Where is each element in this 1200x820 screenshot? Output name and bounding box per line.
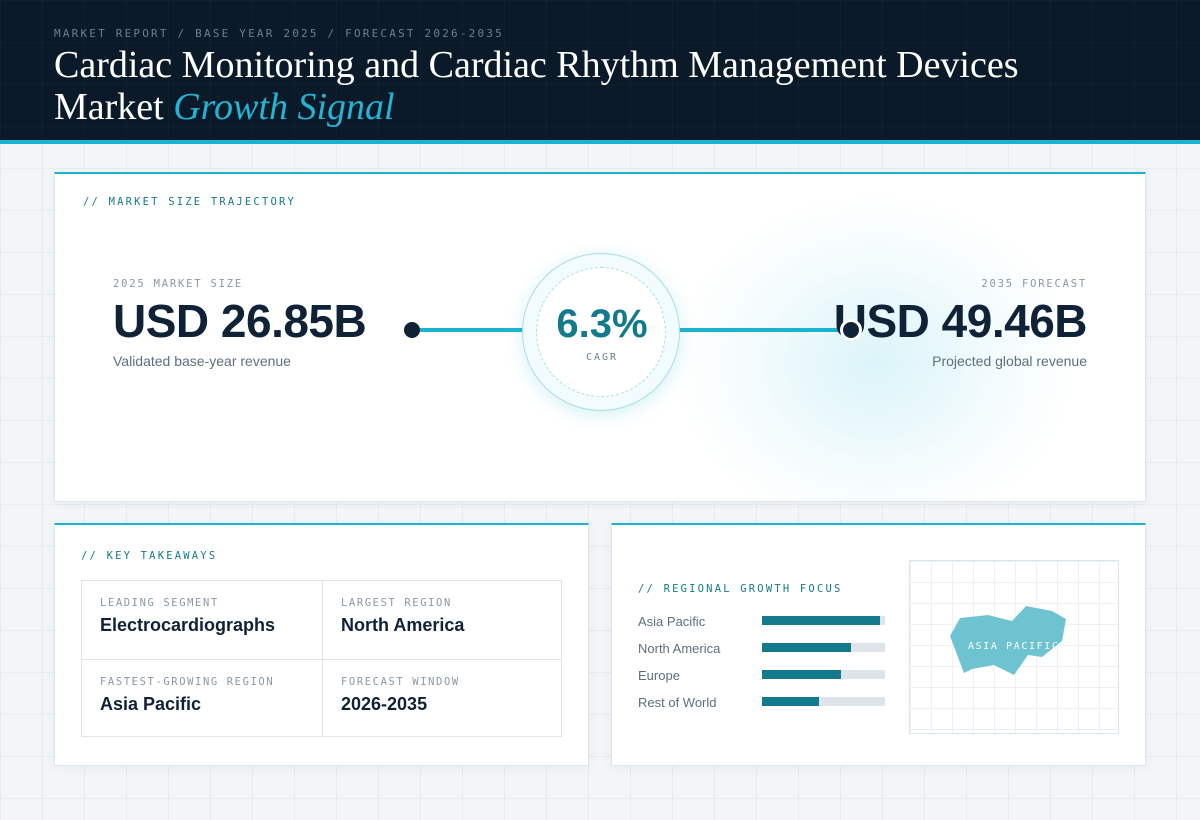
region-name: Europe <box>638 668 680 683</box>
background-glow <box>675 194 1075 501</box>
takeaways-section-label: // KEY TAKEAWAYS <box>81 550 218 562</box>
region-bar-track <box>762 670 885 679</box>
start-value: USD 26.85B <box>113 295 367 347</box>
cagr-badge: 6.3% CAGR <box>522 253 680 411</box>
report-eyebrow: MARKET REPORT / BASE YEAR 2025 / FORECAS… <box>54 27 504 40</box>
start-caption: Validated base-year revenue <box>113 353 291 369</box>
region-bar-fill <box>762 670 841 679</box>
takeaway-value: 2026-2035 <box>341 694 428 714</box>
title-main: Cardiac Monitoring and Cardiac Rhythm Ma… <box>54 44 1019 128</box>
region-bar-track <box>762 616 885 625</box>
takeaway-forecast-window: FORECAST WINDOW 2026-2035 <box>322 659 562 736</box>
takeaway-largest-region: LARGEST REGION North America <box>322 581 562 659</box>
page-title: Cardiac Monitoring and Cardiac Rhythm Ma… <box>54 44 1114 128</box>
region-name: North America <box>638 641 721 656</box>
end-marker-dot <box>843 322 859 338</box>
takeaway-label: FASTEST-GROWING REGION <box>100 676 275 688</box>
cagr-badge-inner: 6.3% CAGR <box>536 267 666 397</box>
trajectory-section-label: // MARKET SIZE TRAJECTORY <box>83 196 297 208</box>
region-bar-fill <box>762 616 881 625</box>
takeaway-label: FORECAST WINDOW <box>341 676 460 688</box>
cagr-label: CAGR <box>585 352 619 363</box>
trajectory-line-right <box>663 328 843 332</box>
region-bar-track <box>762 697 885 706</box>
takeaway-value: Asia Pacific <box>100 694 202 714</box>
region-bar-track <box>762 643 885 652</box>
takeaway-value: North America <box>341 615 465 635</box>
region-name: Rest of World <box>638 695 717 710</box>
region-bar-fill <box>762 643 851 652</box>
header-accent-bar <box>0 140 1200 144</box>
cagr-value: 6.3% <box>556 302 648 346</box>
asia-pacific-shape <box>950 606 1066 675</box>
takeaway-fastest-growing-region: FASTEST-GROWING REGION Asia Pacific <box>82 659 322 736</box>
region-bar-fill <box>762 697 819 706</box>
market-size-card: // MARKET SIZE TRAJECTORY 2025 MARKET SI… <box>54 172 1146 502</box>
title-accent: Growth Signal <box>173 86 395 128</box>
takeaway-value: Electrocardiographs <box>100 615 276 635</box>
takeaway-label: LEADING SEGMENT <box>100 597 219 609</box>
regional-section-label: // REGIONAL GROWTH FOCUS <box>638 583 843 595</box>
end-caption: Projected global revenue <box>932 353 1087 369</box>
regional-growth-card: // REGIONAL GROWTH FOCUS Asia Pacific No… <box>611 523 1146 766</box>
region-name: Asia Pacific <box>638 614 706 629</box>
map-region-label: ASIA PACIFIC <box>968 641 1060 652</box>
end-value: USD 49.46B <box>833 295 1088 347</box>
start-marker-dot <box>404 322 420 338</box>
trajectory-line-left <box>419 328 535 332</box>
asia-pacific-region-polygon <box>950 606 1066 675</box>
report-header: MARKET REPORT / BASE YEAR 2025 / FORECAS… <box>0 0 1200 140</box>
takeaways-grid: LEADING SEGMENT Electrocardiographs LARG… <box>81 580 562 737</box>
region-map: ASIA PACIFIC <box>909 560 1119 734</box>
start-label: 2025 MARKET SIZE <box>113 278 243 290</box>
key-takeaways-card: // KEY TAKEAWAYS LEADING SEGMENT Electro… <box>54 523 589 766</box>
end-label: 2035 FORECAST <box>981 278 1087 290</box>
takeaway-label: LARGEST REGION <box>341 597 452 609</box>
takeaway-leading-segment: LEADING SEGMENT Electrocardiographs <box>82 581 322 659</box>
